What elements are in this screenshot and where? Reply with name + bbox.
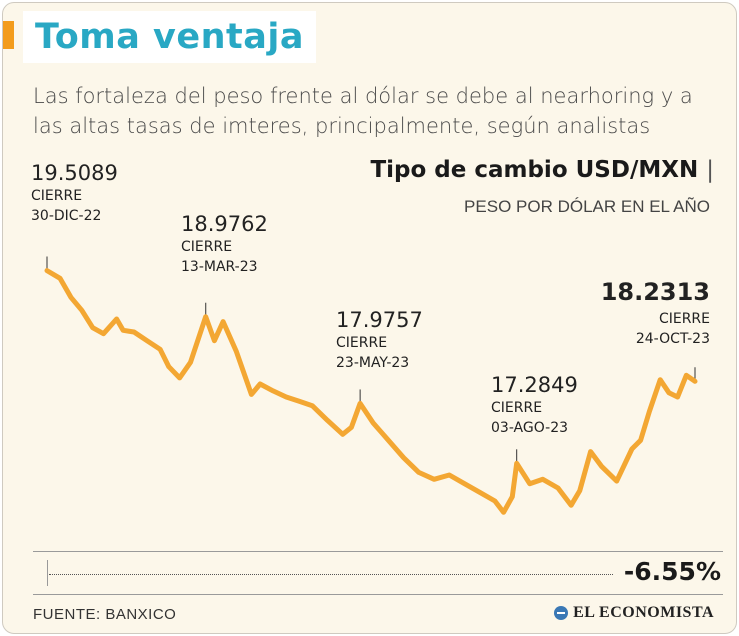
- chart-title: Tipo de cambio USD/MXN |: [370, 157, 714, 183]
- annotation-5-value: 18.2313: [600, 278, 710, 306]
- page-title: Toma ventaja: [35, 17, 304, 57]
- globe-icon: [554, 606, 569, 620]
- chart-title-text: Tipo de cambio USD/MXN: [370, 157, 699, 183]
- brand-logo: EL ECONOMISTA: [554, 604, 714, 622]
- annotation-4-value: 17.2849: [491, 373, 578, 397]
- brand-name: EL ECONOMISTA: [573, 604, 714, 621]
- annotation-5-label: CIERRE: [658, 311, 710, 327]
- source-note: FUENTE: BANXICO: [33, 606, 177, 623]
- annotation-3-date: 23-MAY-23: [336, 355, 410, 371]
- annotation-1: 19.5089 CIERRE 30-DIC-22: [31, 160, 118, 226]
- annotation-1-label: CIERRE: [31, 188, 83, 204]
- summary-box: -6.55%: [33, 551, 723, 595]
- chart-title-separator: |: [706, 157, 714, 183]
- annotation-1-value: 19.5089: [31, 161, 118, 185]
- annotation-1-date: 30-DIC-22: [31, 208, 102, 224]
- page-subtitle: Las fortaleza del peso frente al dólar s…: [33, 84, 693, 138]
- annotation-3: 17.9757 CIERRE 23-MAY-23: [336, 307, 423, 373]
- title-box: Toma ventaja: [23, 11, 316, 63]
- annotation-5: 18.2313 CIERRE 24-OCT-23: [601, 279, 710, 349]
- summary-dotted-line: [49, 574, 613, 575]
- chart-plot: [44, 256, 698, 515]
- annotation-2-label: CIERRE: [181, 239, 233, 255]
- series-line: [44, 268, 698, 515]
- annotation-2-value: 18.9762: [181, 212, 268, 236]
- accent-bar: [3, 21, 14, 49]
- annotation-4: 17.2849 CIERRE 03-AGO-23: [491, 372, 578, 438]
- annotation-2: 18.9762 CIERRE 13-MAR-23: [181, 211, 268, 277]
- annotation-3-label: CIERRE: [336, 335, 388, 351]
- annotation-3-value: 17.9757: [336, 308, 423, 332]
- chart-subtitle: PESO POR DÓLAR EN EL AÑO: [464, 197, 710, 216]
- summary-tick: [47, 560, 48, 586]
- annotation-4-label: CIERRE: [491, 400, 543, 416]
- annotation-4-date: 03-AGO-23: [491, 420, 569, 436]
- annotation-2-date: 13-MAR-23: [181, 259, 258, 275]
- annotation-5-date: 24-OCT-23: [635, 331, 710, 347]
- change-percent: -6.55%: [623, 557, 721, 586]
